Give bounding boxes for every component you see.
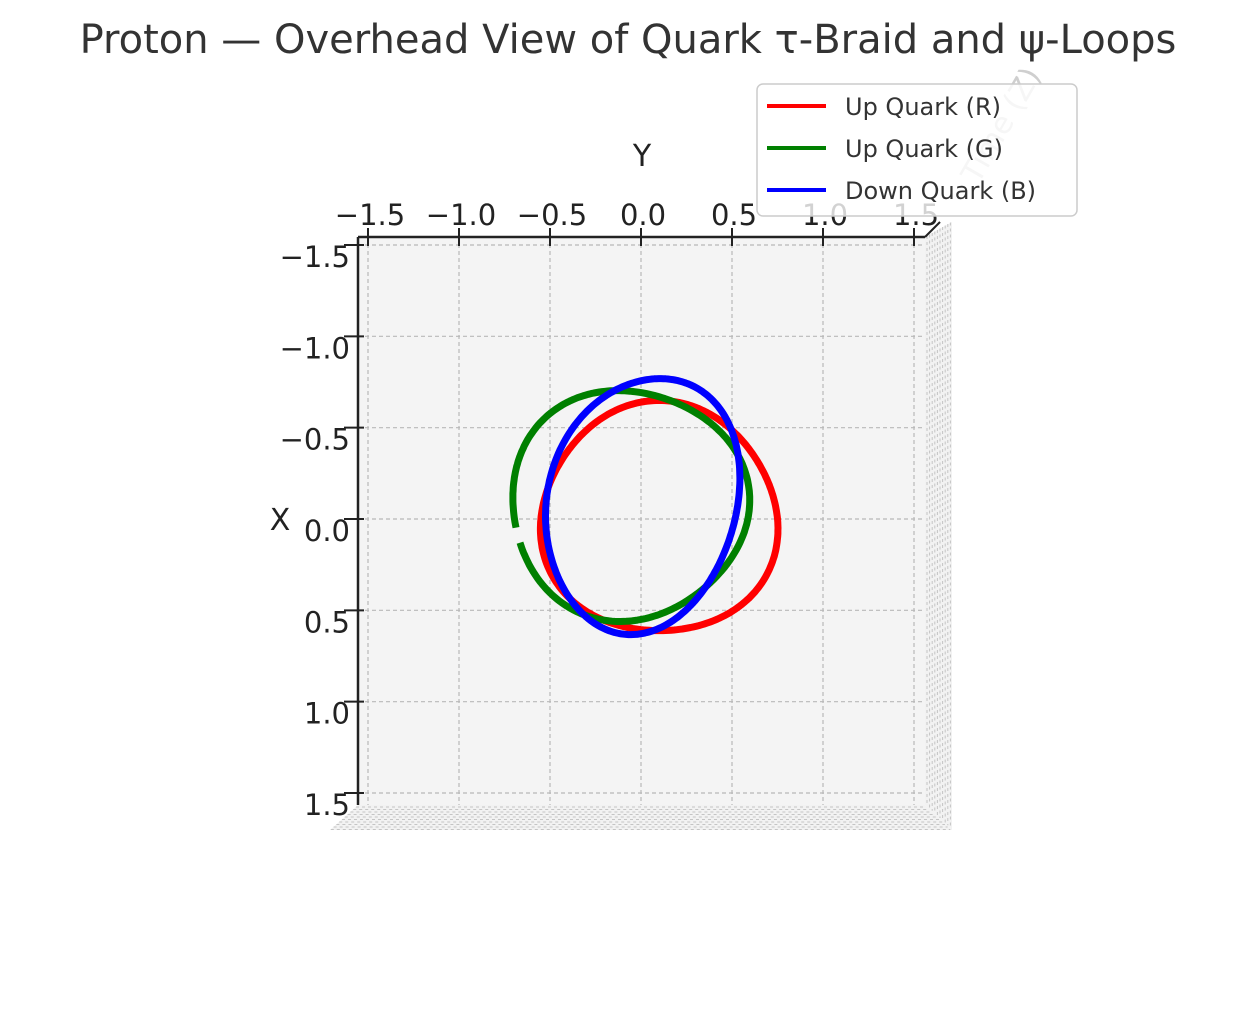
y-tick-label: 0.5 [304, 605, 350, 639]
y-tick-label: 1.0 [304, 697, 350, 731]
chart-title: Proton — Overhead View of Quark τ-Braid … [80, 17, 1177, 63]
y-axis-title: Y [632, 139, 652, 174]
x-tick-label: −1.5 [335, 198, 405, 232]
series-layer [509, 375, 782, 639]
legend-label-down-b: Down Quark (B) [845, 177, 1036, 205]
series-line-1 [509, 387, 754, 625]
pane-hatching [330, 222, 951, 830]
x-tick-label: 0.0 [620, 198, 666, 232]
x-tick-label: −1.0 [426, 198, 496, 232]
x-tick-label: 0.5 [711, 198, 757, 232]
y-tick-label: 1.5 [304, 788, 350, 822]
x-axis-title: X [270, 503, 291, 538]
top-spine-corner [924, 221, 941, 238]
y-tick-label: −0.5 [280, 423, 350, 457]
y-tick-label: 0.0 [304, 514, 350, 548]
series-line-2 [542, 375, 744, 639]
y-ticks: −1.5 −1.0 −0.5 0.0 0.5 1.0 1.5 [280, 240, 364, 822]
y-tick-label: −1.5 [280, 240, 350, 274]
y-tick-label: −1.0 [280, 331, 350, 365]
legend-box [756, 83, 1078, 217]
grid [358, 237, 925, 805]
side-panes [330, 222, 952, 830]
legend-label-up-r: Up Quark (R) [845, 93, 1001, 121]
x-tick-label: −0.5 [517, 198, 587, 232]
legend: Up Quark (R) Up Quark (G) Down Quark (B) [756, 83, 1078, 217]
legend-label-up-g: Up Quark (G) [845, 135, 1003, 163]
x-ticks: −1.5−1.0−0.50.00.51.01.5 [335, 198, 939, 246]
